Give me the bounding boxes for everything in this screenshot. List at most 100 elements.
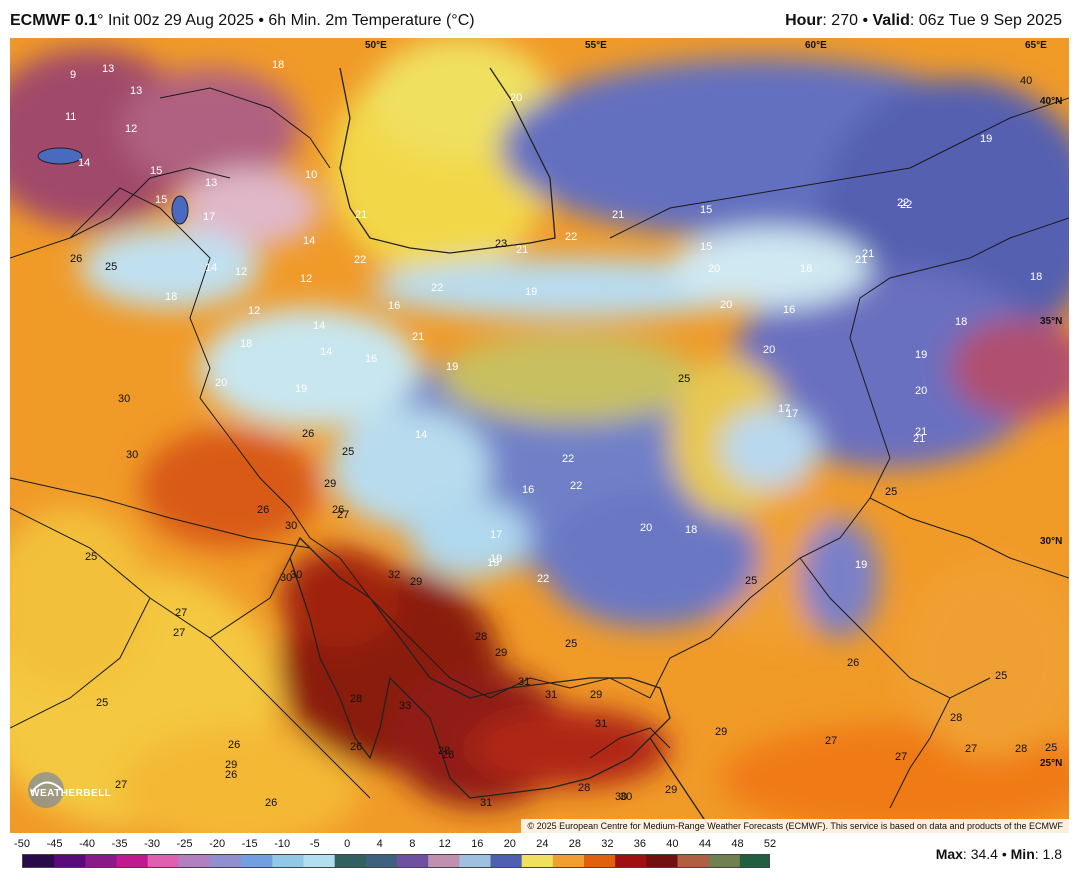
hour-label: Hour [785, 12, 823, 29]
temperature-value: 13 [205, 177, 217, 189]
colorbar-swatch [615, 855, 647, 867]
temperature-value: 30 [290, 569, 302, 581]
temperature-value: 26 [225, 769, 237, 781]
temperature-value: 19 [487, 557, 499, 569]
colorbar-tick: -35 [111, 838, 128, 850]
temperature-value: 22 [565, 231, 577, 243]
temperature-value: 16 [388, 300, 400, 312]
temperature-value: 28 [442, 749, 454, 761]
colorbar-tick: 28 [568, 838, 581, 850]
init-time: Init 00z 29 Aug 2025 [107, 12, 254, 29]
temperature-value: 18 [240, 338, 252, 350]
temperature-value: 30 [615, 791, 627, 803]
valid-time: Hour: 270 • Valid: 06z Tue 9 Sep 2025 [785, 12, 1062, 30]
title-separator: • [258, 12, 264, 29]
temperature-value: 28 [950, 712, 962, 724]
temperature-value: 16 [800, 263, 812, 275]
colorbar-swatch [490, 855, 523, 867]
min-label: Min [1010, 846, 1035, 862]
temperature-value: 22 [900, 199, 912, 211]
colorbar-swatch [397, 855, 429, 867]
temperature-value: 18 [1030, 271, 1042, 283]
temperature-value: 16 [783, 304, 795, 316]
temperature-value: 22 [354, 254, 366, 266]
colorbar-tick: 4 [376, 838, 383, 850]
temperature-value: 29 [590, 689, 602, 701]
copyright-notice: © 2025 European Centre for Medium-Range … [521, 819, 1069, 833]
temperature-value: 12 [248, 305, 260, 317]
temperature-value: 26 [350, 741, 362, 753]
model-name: ECMWF 0.1 [10, 12, 98, 29]
temperature-value: 32 [388, 569, 400, 581]
temperature-value: 27 [965, 743, 977, 755]
temperature-value: 30 [126, 449, 138, 461]
temperature-value: 25 [995, 670, 1007, 682]
temperature-value: 17 [786, 408, 798, 420]
colorbar-tick: 0 [344, 838, 351, 850]
colorbar-swatch [521, 855, 554, 867]
colorbar-tick: 12 [438, 838, 451, 850]
temperature-value: 26 [257, 504, 269, 516]
temperature-value: 26 [847, 657, 859, 669]
temperature-value: 9 [70, 69, 76, 81]
temperature-value: 27 [173, 627, 185, 639]
colorbar-tick: -40 [79, 838, 95, 850]
colorbar-swatch [584, 855, 616, 867]
lat-label-40n: 40°N [1040, 96, 1062, 107]
logo-text: WEATHERBELL [30, 788, 112, 799]
temperature-value: 33 [399, 700, 411, 712]
colorbar-swatch [334, 855, 367, 867]
temperature-value: 29 [225, 759, 237, 771]
colorbar-swatch [677, 855, 710, 867]
temperature-value: 15 [700, 241, 712, 253]
temperature-value: 14 [313, 320, 325, 332]
country-borders [10, 87, 1069, 809]
temperature-value: 30 [280, 572, 292, 584]
temperature-value: 28 [475, 631, 487, 643]
temperature-value: 19 [855, 559, 867, 571]
temperature-value: 29 [665, 784, 677, 796]
temperature-value: 29 [324, 478, 336, 490]
colorbar-tick: -5 [309, 838, 320, 850]
lat-label-25n: 25°N [1040, 758, 1062, 769]
temperature-value: 26 [228, 739, 240, 751]
lat-label-35n: 35°N [1040, 316, 1062, 327]
temperature-value: 22 [431, 282, 443, 294]
temperature-value: 30 [118, 393, 130, 405]
colorbar-swatch [54, 855, 86, 867]
temperature-value: 20 [510, 92, 522, 104]
temperature-value: 17 [203, 211, 215, 223]
temperature-value: 21 [355, 209, 367, 221]
temperature-value: 30 [620, 791, 632, 803]
temperature-value: 18 [165, 291, 177, 303]
temperature-value: 21 [612, 209, 624, 221]
temperature-value: 20 [640, 522, 652, 534]
temperature-value: 14 [205, 262, 217, 274]
temperature-value: 26 [70, 253, 82, 265]
temperature-value: 25 [678, 373, 690, 385]
logo-emblem [28, 772, 64, 808]
colorbar-swatch [646, 855, 678, 867]
temperature-value: 29 [410, 576, 422, 588]
temperature-value: 21 [862, 248, 874, 260]
colorbar-tick: 40 [666, 838, 679, 850]
temperature-value: 25 [342, 446, 354, 458]
temperature-value: 40 [1020, 75, 1032, 87]
temperature-value: 27 [115, 779, 127, 791]
temperature-value: 20 [215, 377, 227, 389]
temperature-value: 21 [412, 331, 424, 343]
temperature-value: 27 [337, 509, 349, 521]
temperature-value: 12 [235, 266, 247, 278]
temperature-value: 20 [720, 299, 732, 311]
lon-label-65e: 65°E [1025, 40, 1047, 51]
temperature-value: 31 [545, 689, 557, 701]
colorbar-swatch [178, 855, 211, 867]
temperature-value: 28 [1015, 743, 1027, 755]
model-degree: ° [97, 12, 104, 29]
lon-label-60e: 60°E [805, 40, 827, 51]
product-name: 6h Min. 2m Temperature (°C) [268, 12, 475, 29]
colorbar-tick: 52 [763, 838, 777, 850]
temperature-value: 18 [685, 524, 697, 536]
colorbar-swatch [23, 855, 55, 867]
maxmin-separator: • [1001, 846, 1007, 862]
